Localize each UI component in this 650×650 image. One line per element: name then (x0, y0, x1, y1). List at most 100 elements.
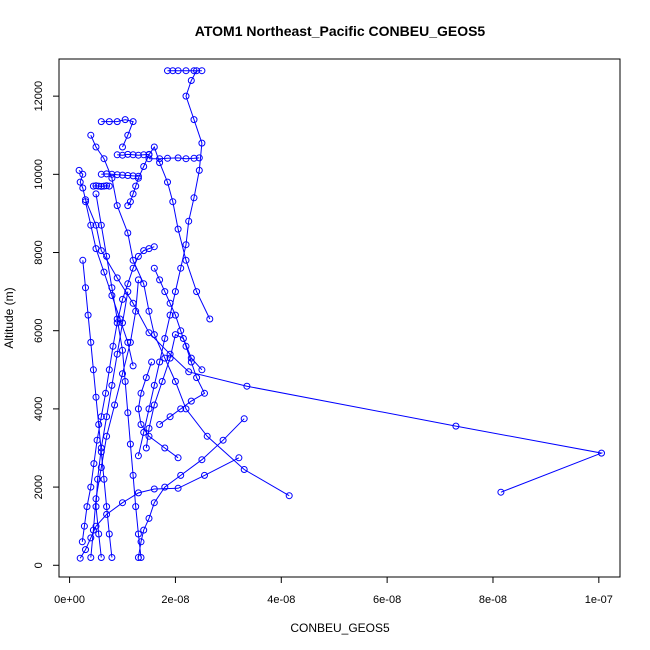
data-point (142, 374, 150, 382)
data-point (169, 67, 177, 75)
data-point (187, 77, 195, 84)
data-point (177, 471, 185, 479)
data-point (119, 370, 126, 378)
data-point (90, 460, 98, 468)
data-point (166, 299, 174, 307)
data-point (174, 225, 182, 233)
series-line (85, 201, 134, 367)
data-point (75, 166, 83, 174)
data-point (78, 538, 86, 546)
y-axis: 0 2000 4000 6000 8000 10000 12000 (33, 81, 59, 568)
data-point (84, 311, 92, 319)
data-point (452, 422, 460, 430)
data-point (166, 354, 174, 362)
profile-series (145, 154, 203, 163)
data-point (134, 405, 142, 413)
data-point (113, 118, 121, 126)
x-axis: 0e+00 2e-08 4e-08 6e-08 8e-08 1e-07 (54, 577, 613, 606)
x-tick-label: 0e+00 (54, 594, 85, 606)
profile-series (134, 358, 182, 462)
data-point (156, 421, 164, 428)
data-point (119, 346, 126, 354)
data-point (166, 311, 174, 319)
data-point (105, 530, 113, 538)
data-point (87, 338, 95, 346)
data-point (150, 331, 158, 339)
data-point (161, 483, 169, 491)
data-point (166, 413, 174, 421)
data-point (145, 307, 153, 315)
data-point (182, 342, 190, 350)
data-point (97, 170, 105, 178)
data-point (79, 256, 87, 264)
profile-series (97, 170, 142, 180)
data-point (182, 241, 190, 249)
series-line (153, 267, 206, 425)
data-point (134, 151, 142, 159)
data-point (100, 475, 108, 483)
data-point (129, 256, 137, 264)
data-point (497, 488, 505, 496)
data-point (193, 374, 201, 382)
data-point (97, 118, 105, 126)
data-point (182, 67, 190, 75)
y-tick-label: 0 (33, 562, 45, 568)
data-point (95, 182, 103, 190)
data-point (161, 444, 169, 452)
series-line (137, 418, 245, 558)
data-point (92, 182, 100, 190)
data-point (219, 436, 227, 444)
profile-series (82, 198, 137, 370)
data-point (97, 221, 105, 229)
data-point (206, 315, 214, 323)
data-point (113, 274, 121, 282)
data-point (140, 151, 148, 159)
data-point (132, 503, 140, 511)
data-point (177, 327, 185, 335)
y-tick-label: 6000 (33, 318, 45, 342)
data-point (150, 381, 158, 389)
data-point (171, 331, 179, 339)
data-point (201, 389, 208, 397)
data-point (129, 264, 137, 272)
data-point (185, 217, 193, 225)
data-point (145, 405, 153, 413)
data-point (87, 483, 95, 491)
data-point (164, 67, 171, 75)
data-point (198, 456, 206, 464)
data-point (105, 118, 113, 126)
data-point (103, 182, 111, 190)
data-point (87, 131, 95, 139)
data-point (100, 182, 108, 190)
data-point (82, 546, 89, 554)
data-point (134, 172, 142, 180)
data-point (97, 448, 105, 456)
data-point (185, 368, 193, 376)
data-point (103, 503, 111, 511)
data-point (285, 492, 293, 500)
data-point (113, 350, 121, 358)
data-point (95, 530, 103, 538)
data-point (103, 432, 111, 440)
data-point (182, 92, 190, 100)
data-point (150, 401, 158, 409)
x-axis-label: CONBEU_GEOS5 (290, 621, 390, 635)
data-point (103, 170, 111, 178)
data-point (195, 166, 203, 174)
data-point (108, 292, 116, 299)
data-point (187, 397, 195, 405)
y-tick-label: 12000 (33, 81, 45, 112)
profile-series (113, 150, 153, 159)
data-point (119, 295, 126, 303)
data-point (109, 342, 117, 350)
data-point (171, 311, 179, 319)
data-point (137, 538, 145, 546)
data-point (132, 307, 140, 315)
data-point (129, 190, 137, 198)
data-point (95, 421, 103, 428)
data-point (102, 389, 110, 397)
series-line (149, 157, 200, 160)
data-point (80, 522, 88, 530)
data-point (145, 155, 153, 163)
data-point (169, 198, 177, 206)
